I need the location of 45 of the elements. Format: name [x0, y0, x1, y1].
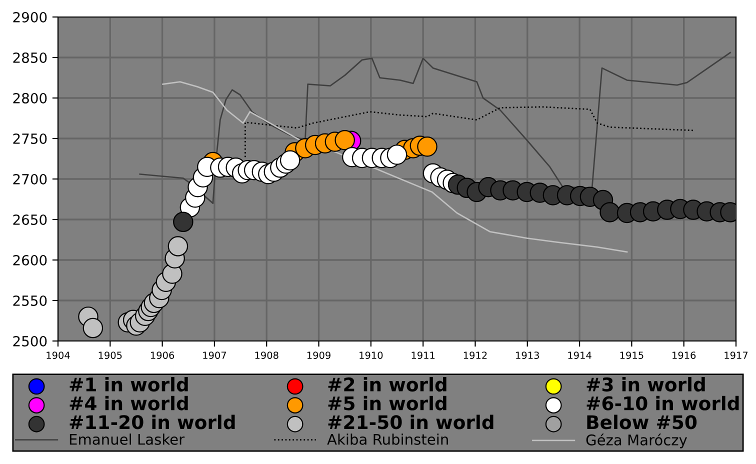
y-tick-label: 2600 — [13, 254, 47, 266]
y-tick-label: 2550 — [13, 295, 47, 306]
legend-label: #21-50 in world — [328, 414, 494, 430]
legend-label: #4 in world — [70, 396, 188, 410]
x-tick-label: 1915 — [620, 352, 644, 359]
y-tick-label: 2800 — [13, 92, 47, 104]
legend-label: #5 in world — [328, 396, 446, 410]
point — [334, 130, 355, 150]
x-tick-label: 1916 — [672, 352, 696, 359]
x-tick-label: 1905 — [98, 352, 122, 359]
legend-label: Géza Maróczy — [586, 434, 687, 448]
point — [417, 136, 438, 157]
x-tick-label: 1910 — [360, 352, 383, 359]
legend-label: #6-10 in world — [586, 396, 739, 410]
legend-label: #1 in world — [70, 377, 188, 392]
point — [173, 212, 194, 232]
line-series — [244, 106, 694, 158]
point — [82, 318, 104, 338]
x-tick-label: 1909 — [307, 352, 330, 359]
legend-label: #11-20 in world — [70, 414, 235, 430]
x-tick-label: 1912 — [464, 352, 487, 359]
y-tick-label: 2700 — [13, 174, 47, 184]
x-tick-label: 1913 — [516, 352, 539, 359]
point — [600, 202, 620, 222]
y-tick-label: 2900 — [13, 12, 47, 22]
legend-label: #3 in world — [586, 377, 705, 392]
x-tick-label: 1904 — [46, 352, 70, 359]
x-tick-label: 1907 — [203, 352, 226, 359]
x-tick-label: 1908 — [255, 352, 278, 359]
legend-label: Below #50 — [587, 414, 697, 430]
y-tick-label: 2650 — [13, 214, 47, 225]
y-tick-label: 2850 — [13, 52, 47, 63]
line-series — [162, 81, 628, 253]
legend-label: Emanuel Lasker — [70, 434, 185, 445]
y-tick-label: 2500 — [13, 336, 47, 346]
y-tick-label: 2750 — [13, 133, 47, 144]
point — [386, 144, 408, 165]
legend-label: #2 in world — [328, 377, 446, 392]
legend-label: Akiba Rubinstein — [327, 434, 448, 445]
point — [280, 150, 300, 170]
x-tick-label: 1914 — [568, 352, 592, 359]
x-tick-label: 1917 — [724, 352, 748, 359]
point — [168, 236, 188, 256]
x-tick-label: 1911 — [412, 352, 435, 359]
x-tick-label: 1906 — [151, 352, 174, 359]
